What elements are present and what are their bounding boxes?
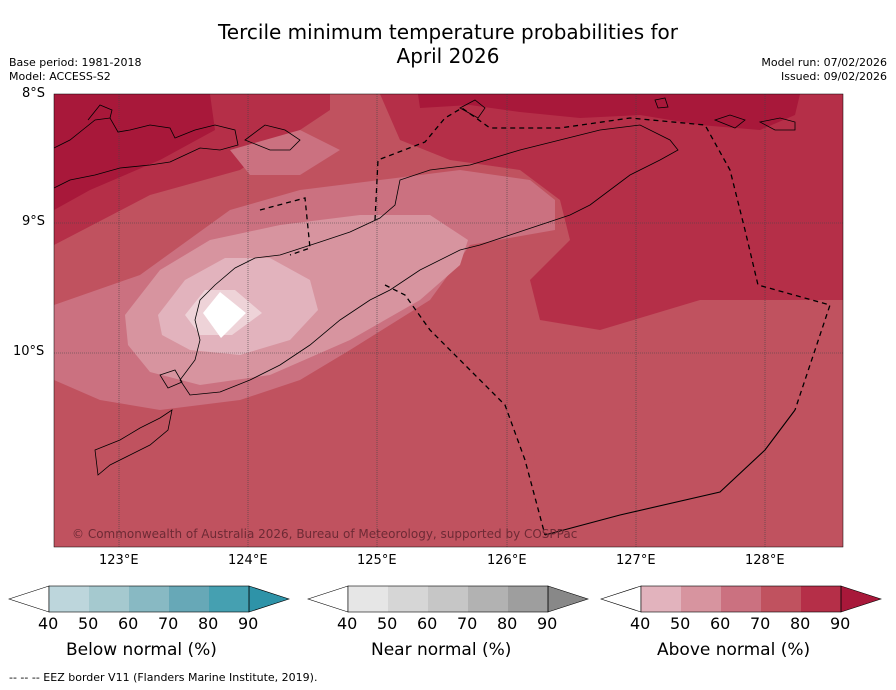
lat-label-10s: 10°S [13, 344, 45, 359]
colorbar-1-bin-80 [508, 586, 548, 612]
title-line-2: April 2026 [396, 44, 500, 68]
cb2-tick-90: 90 [830, 614, 851, 633]
base-period: Base period: 1981-2018 [9, 56, 142, 69]
alor-coast [244, 124, 301, 151]
field-white-core [203, 292, 246, 338]
colorbar-1-bin-70 [468, 586, 508, 612]
cb1-tick-70: 70 [457, 614, 478, 633]
cb0-tick-90: 90 [238, 614, 259, 633]
cb0-tick-60: 60 [118, 614, 139, 633]
colorbar-near-normal [307, 585, 589, 613]
islet-3 [713, 114, 746, 129]
colorbar-2-bin-80 [801, 586, 841, 612]
colorbar-0-bin-70 [169, 586, 209, 612]
cb1-tick-40: 40 [337, 614, 358, 633]
field-90-nw [54, 94, 215, 210]
eez-border [259, 107, 831, 536]
cb2-tick-80: 80 [790, 614, 811, 633]
meta-right: Model run: 07/02/2026 Issued: 09/02/2026 [761, 56, 887, 84]
eez-solid-line [544, 409, 796, 536]
issued-date: Issued: 09/02/2026 [780, 70, 887, 83]
near-normal-label: Near normal (%) [371, 640, 512, 660]
rote-coast [94, 409, 173, 476]
colorbar-0-bin-50 [89, 586, 129, 612]
colorbar-2-bin-50 [681, 586, 721, 612]
lat-label-8s: 8°S [22, 86, 46, 101]
cb2-tick-70: 70 [750, 614, 771, 633]
cb0-tick-40: 40 [38, 614, 59, 633]
lat-label-9s: 9°S [22, 214, 46, 229]
cb1-tick-60: 60 [417, 614, 438, 633]
field-60-70-north [230, 130, 340, 175]
colorbar-1-frame [347, 585, 549, 613]
meta-left: Base period: 1981-2018 Model: ACCESS-S2 [9, 56, 141, 84]
colorbar-0-bin-40 [49, 586, 89, 612]
colorbar-ticks: 40 50 60 70 80 90 40 50 60 70 80 90 40 5… [0, 614, 896, 644]
cb1-tick-90: 90 [537, 614, 558, 633]
copyright-notice: © Commonwealth of Australia 2026, Bureau… [72, 527, 578, 541]
coastlines [54, 97, 796, 476]
cb2-tick-50: 50 [670, 614, 691, 633]
eez-solid-segment [544, 409, 796, 536]
cb0-tick-80: 80 [198, 614, 219, 633]
title-line-1: Tercile minimum temperature probabilitie… [217, 20, 679, 44]
probability-field [54, 94, 843, 547]
eez-timor-leste-north [374, 107, 831, 411]
lon-label-127e: 127°E [616, 553, 656, 568]
colorbar-0-low-extension [8, 585, 50, 613]
eez-timor-leste-south [384, 284, 546, 536]
map-frame [53, 93, 844, 548]
colorbar-1-bin-40 [348, 586, 388, 612]
colorbar-2-frame [640, 585, 842, 613]
colorbar-0-high-extension [248, 585, 290, 613]
colorbar-1-bin-60 [428, 586, 468, 612]
timor-coast [179, 124, 679, 396]
colorbar-0-bin-60 [129, 586, 169, 612]
cb2-tick-60: 60 [710, 614, 731, 633]
islet-2 [654, 97, 669, 109]
colorbar-2-low-extension [600, 585, 642, 613]
field-80-90-ne [380, 94, 843, 330]
colorbar-2-bin-70 [761, 586, 801, 612]
islet-4 [758, 117, 796, 131]
colorbar-1-low-extension [307, 585, 349, 613]
above-normal-label: Above normal (%) [657, 640, 811, 660]
colorbar-1-high-extension [547, 585, 589, 613]
colorbars [8, 585, 882, 613]
cb2-tick-40: 40 [630, 614, 651, 633]
eez-footer-note: -- -- -- EEZ border V11 (Flanders Marine… [9, 671, 318, 684]
below-normal-label: Below normal (%) [66, 640, 217, 660]
flores-coast [54, 117, 239, 189]
colorbar-2-high-extension [840, 585, 882, 613]
lon-label-128e: 128°E [745, 553, 785, 568]
chart-title: Tercile minimum temperature probabilitie… [0, 20, 896, 68]
graticule [54, 94, 843, 547]
colorbar-2-bin-40 [641, 586, 681, 612]
cb1-tick-50: 50 [377, 614, 398, 633]
islet-1 [87, 104, 113, 121]
lon-label-125e: 125°E [357, 553, 397, 568]
lon-label-123e: 123°E [99, 553, 139, 568]
field-90-ne [418, 94, 800, 130]
field-70-80-se [520, 380, 843, 547]
semau-coast [159, 369, 183, 389]
colorbar-1-bin-50 [388, 586, 428, 612]
colorbar-below-normal [8, 585, 290, 613]
cb1-tick-80: 80 [497, 614, 518, 633]
colorbar-2-bin-60 [721, 586, 761, 612]
colorbar-0-bin-80 [209, 586, 249, 612]
lon-label-126e: 126°E [487, 553, 527, 568]
cb0-tick-50: 50 [78, 614, 99, 633]
cb0-tick-70: 70 [158, 614, 179, 633]
lon-label-124e: 124°E [228, 553, 268, 568]
colorbar-above-normal [600, 585, 882, 613]
colorbar-0-frame [48, 585, 250, 613]
model-name: Model: ACCESS-S2 [9, 70, 111, 83]
model-run: Model run: 07/02/2026 [761, 56, 887, 69]
